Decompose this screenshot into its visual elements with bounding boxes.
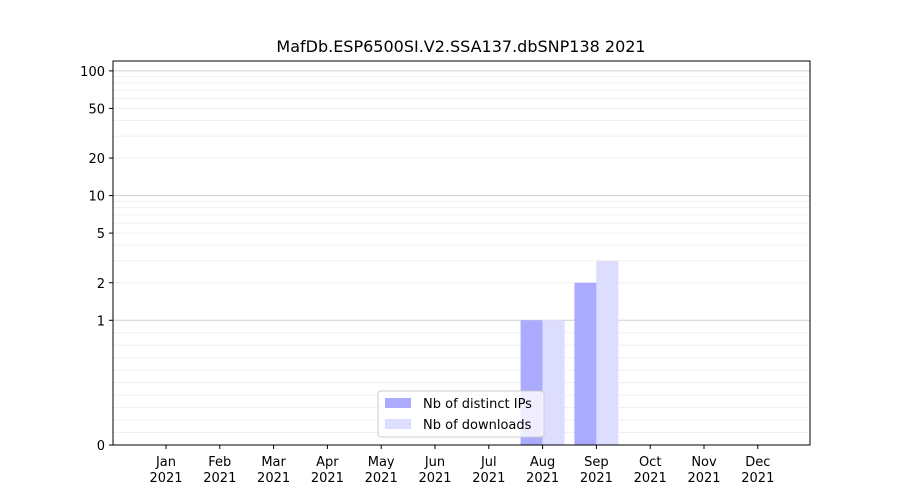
x-tick-label: Oct 2021 xyxy=(634,455,667,486)
y-tick-label: 10 xyxy=(88,190,105,205)
legend-label-downloads: Nb of downloads xyxy=(423,418,532,433)
x-tick-label: Dec 2021 xyxy=(741,455,774,486)
bar-downloads xyxy=(542,320,565,445)
x-tick-label: Feb 2021 xyxy=(203,455,236,486)
y-tick-label: 100 xyxy=(80,65,105,80)
x-tick-label: May 2021 xyxy=(365,455,398,486)
y-tick-label: 20 xyxy=(88,152,105,167)
x-axis: Jan 2021 Feb 2021 Mar 2021 Apr 2021 May 2021 Jun 20… xyxy=(149,445,774,486)
x-tick-label: Jul 2021 xyxy=(472,455,505,486)
bar-downloads xyxy=(596,260,619,445)
grid-lines xyxy=(113,70,810,434)
x-tick-label: Jun 2021 xyxy=(418,455,451,486)
legend: Nb of distinct IPs Nb of downloads xyxy=(377,390,545,438)
y-tick-label: 50 xyxy=(88,102,105,117)
plot-frame xyxy=(112,60,811,446)
y-axis: 0 1 2 5 10 20 50 100 xyxy=(80,65,113,454)
legend-swatch-downloads xyxy=(385,419,411,429)
x-tick-label: Jan 2021 xyxy=(149,455,182,486)
x-tick-label: Mar 2021 xyxy=(257,455,290,486)
y-tick-label: 1 xyxy=(97,314,105,329)
y-tick-label: 0 xyxy=(97,439,105,454)
x-tick-label: Nov 2021 xyxy=(687,455,720,486)
bar-distinct-ips xyxy=(574,282,597,445)
x-tick-label: Sep 2021 xyxy=(580,455,613,486)
legend-label-distinct-ips: Nb of distinct IPs xyxy=(423,397,532,412)
legend-swatch-distinct-ips xyxy=(385,398,411,408)
y-tick-label: 2 xyxy=(97,277,105,292)
chart-title: MafDb.ESP6500SI.V2.SSA137.dbSNP138 2021 xyxy=(276,37,645,56)
x-tick-label: Aug 2021 xyxy=(526,455,559,486)
x-tick-label: Apr 2021 xyxy=(311,455,344,486)
legend-frame xyxy=(377,390,545,438)
y-tick-label: 5 xyxy=(97,227,105,242)
